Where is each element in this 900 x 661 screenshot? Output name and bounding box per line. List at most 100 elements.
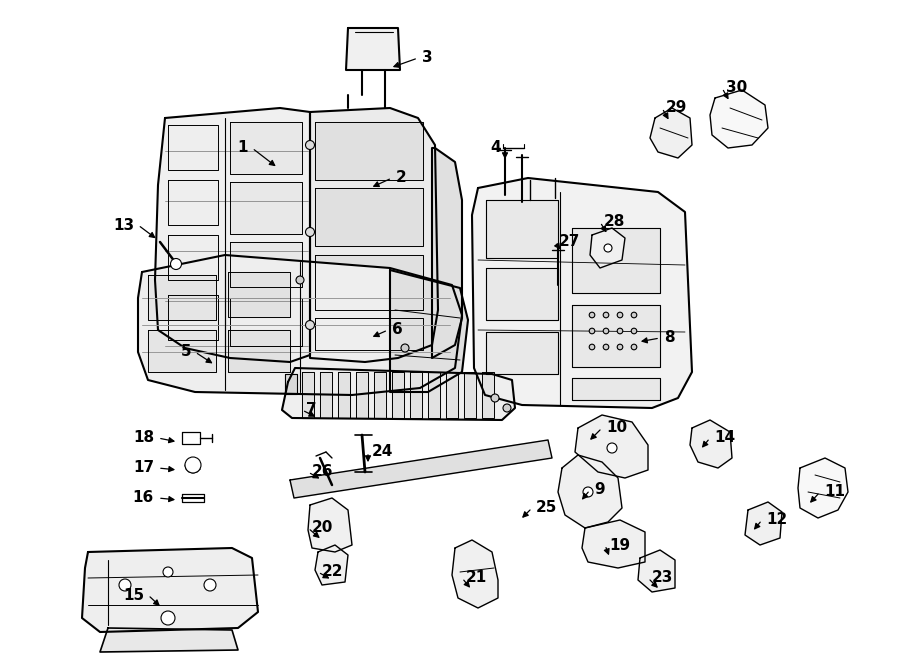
Text: 22: 22 [322,564,344,580]
Text: 19: 19 [609,537,630,553]
Polygon shape [482,372,494,418]
Circle shape [503,404,511,412]
Text: 16: 16 [133,490,154,506]
Circle shape [170,258,182,270]
Text: 9: 9 [594,483,605,498]
Text: 25: 25 [536,500,557,516]
Circle shape [604,244,612,252]
Circle shape [603,329,608,334]
Polygon shape [558,455,622,528]
Circle shape [161,611,175,625]
Polygon shape [356,372,368,418]
Polygon shape [155,108,310,362]
Polygon shape [338,372,350,418]
Polygon shape [486,200,558,258]
Text: 27: 27 [559,235,580,249]
Circle shape [590,329,595,334]
Text: 7: 7 [306,403,317,418]
Text: 2: 2 [396,171,407,186]
Polygon shape [390,270,468,392]
Text: 3: 3 [422,50,433,65]
Circle shape [631,312,637,318]
Polygon shape [285,374,297,394]
Polygon shape [432,148,462,358]
Text: 14: 14 [714,430,735,446]
Polygon shape [446,372,458,418]
Circle shape [590,312,595,318]
Polygon shape [168,235,218,280]
Text: 5: 5 [180,344,191,360]
Text: 29: 29 [666,100,688,116]
Circle shape [603,312,608,318]
Polygon shape [798,458,848,518]
Text: 6: 6 [392,323,403,338]
Polygon shape [590,228,625,268]
Polygon shape [228,272,290,317]
Circle shape [631,344,637,350]
Polygon shape [638,550,675,592]
Polygon shape [486,332,558,374]
Text: 17: 17 [133,461,154,475]
Polygon shape [572,228,660,293]
Text: 1: 1 [238,141,248,155]
Text: 10: 10 [606,420,627,436]
Polygon shape [290,440,552,498]
Circle shape [163,567,173,577]
Polygon shape [582,520,645,568]
Text: 12: 12 [766,512,788,527]
Polygon shape [464,372,476,418]
Text: 15: 15 [123,588,144,602]
Polygon shape [310,108,438,362]
Circle shape [305,141,314,149]
Polygon shape [745,502,782,545]
Circle shape [401,344,409,352]
Circle shape [305,227,314,237]
Polygon shape [575,415,648,478]
Polygon shape [302,372,314,418]
Text: 18: 18 [133,430,154,446]
Polygon shape [428,372,440,418]
Polygon shape [138,255,462,395]
Polygon shape [392,372,404,418]
Circle shape [119,579,131,591]
Polygon shape [168,295,218,340]
Circle shape [617,329,623,334]
Polygon shape [230,242,302,287]
Polygon shape [230,122,302,174]
Polygon shape [472,178,692,408]
Polygon shape [315,188,423,246]
Polygon shape [315,318,423,350]
Circle shape [603,344,608,350]
Polygon shape [100,628,238,652]
Polygon shape [148,275,216,320]
Polygon shape [228,330,290,372]
Circle shape [296,276,304,284]
Circle shape [631,329,637,334]
Circle shape [607,443,617,453]
Polygon shape [182,494,204,502]
Text: 21: 21 [466,570,487,586]
Polygon shape [82,548,258,632]
Polygon shape [452,540,498,608]
Circle shape [185,457,201,473]
Polygon shape [308,498,352,552]
Circle shape [491,394,499,402]
Polygon shape [282,368,515,420]
Circle shape [583,487,593,497]
Text: 24: 24 [372,444,393,459]
Polygon shape [710,90,768,148]
Text: 11: 11 [824,485,845,500]
Polygon shape [315,122,423,180]
Polygon shape [185,465,200,473]
Polygon shape [315,545,348,585]
Circle shape [305,321,314,329]
Polygon shape [230,298,302,346]
Polygon shape [168,125,218,170]
Text: 20: 20 [312,520,333,535]
Circle shape [204,579,216,591]
Text: 30: 30 [726,81,747,95]
Polygon shape [315,255,423,310]
Polygon shape [346,28,400,70]
Polygon shape [182,432,200,444]
Polygon shape [486,268,558,320]
